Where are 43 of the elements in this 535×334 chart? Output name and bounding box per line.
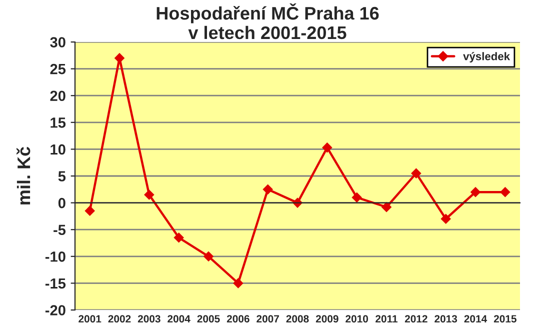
x-tick-label: 2015	[494, 315, 516, 323]
point	[144, 190, 154, 200]
x-tick-label: 2014	[464, 315, 488, 323]
x-tick-label: 2004	[168, 315, 190, 323]
x-tick-label: 2012	[404, 315, 428, 323]
point	[352, 192, 362, 202]
x-tick-label: 2008	[286, 315, 309, 323]
point	[500, 187, 510, 198]
point	[440, 214, 451, 224]
point	[204, 251, 214, 262]
x-tick-label: 2013	[434, 315, 458, 323]
y-tick-label: -20	[45, 305, 66, 316]
y-tick-label: 25	[50, 64, 66, 74]
y-tick-label: 5	[58, 171, 66, 182]
x-tick-label: 2010	[346, 315, 368, 323]
x-tick-label: 2007	[256, 315, 279, 323]
x-tick-label: 2001	[78, 315, 102, 323]
y-tick-label: -10	[45, 252, 66, 262]
y-tick-label: 30	[50, 37, 66, 48]
x-tick-label: 2005	[197, 315, 220, 323]
x-tick-label: 2002	[108, 315, 131, 323]
point	[84, 206, 95, 216]
point	[382, 202, 392, 212]
point	[322, 142, 332, 153]
point	[114, 53, 124, 64]
legend-label: výsledek	[463, 52, 510, 62]
x-tick-label: 2011	[376, 315, 398, 323]
y-tick-label: 10	[50, 144, 66, 155]
point	[174, 232, 184, 243]
point	[262, 184, 273, 194]
point	[470, 187, 480, 198]
y-tick-label: -15	[45, 278, 66, 289]
y-axis-title: mil. Kč	[16, 146, 30, 204]
x-tick-label: 2009	[316, 315, 338, 323]
chart-title: Hospodaření MČ Praha 16 v letech 2001-2015	[156, 3, 379, 40]
x-tick-label: 2003	[138, 315, 160, 323]
y-tick-label: -5	[54, 224, 66, 236]
point	[411, 168, 422, 178]
x-tick-label: 2006	[226, 315, 250, 323]
y-tick-label: 0	[58, 198, 66, 208]
y-tick-label: 20	[50, 90, 66, 102]
y-tick-label: 15	[50, 118, 66, 128]
point	[233, 278, 244, 288]
